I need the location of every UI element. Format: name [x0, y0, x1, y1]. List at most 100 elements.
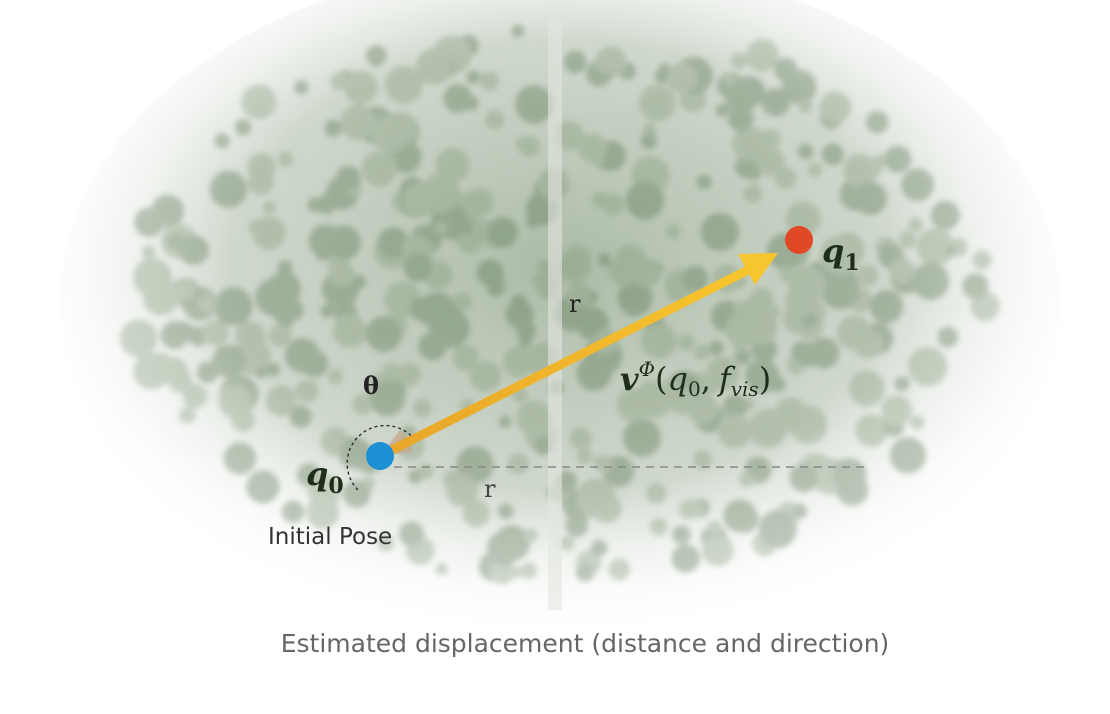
tree — [646, 483, 667, 504]
diagram: θ r r q0 q1 vΦ(q0,fvis) Initial Pose Est… — [0, 0, 1110, 714]
tree — [413, 398, 432, 417]
tree — [701, 213, 739, 251]
tree — [798, 99, 813, 114]
tree — [870, 290, 904, 324]
tree — [212, 344, 246, 378]
tree — [938, 327, 959, 348]
tree — [789, 406, 827, 444]
tree — [252, 216, 285, 249]
tree — [672, 544, 701, 573]
tree — [470, 361, 501, 392]
tree — [247, 153, 275, 181]
tree — [479, 71, 499, 91]
tree — [452, 323, 467, 338]
tree — [962, 273, 988, 299]
tree — [241, 84, 276, 119]
tree — [667, 63, 698, 94]
tree — [576, 479, 616, 519]
tree — [294, 80, 309, 95]
tree — [308, 197, 323, 212]
initial-point — [366, 442, 394, 470]
tree — [172, 321, 194, 343]
tree — [791, 341, 813, 363]
tree — [576, 563, 595, 582]
r-label: r — [484, 475, 496, 503]
tree — [224, 442, 256, 474]
tree — [731, 53, 747, 69]
tree — [466, 70, 480, 84]
tree — [899, 231, 917, 249]
tree — [569, 427, 591, 449]
tree — [882, 395, 913, 426]
tree — [564, 51, 587, 74]
tree — [403, 183, 437, 217]
tree — [282, 501, 304, 523]
initial-pose-label: Initial Pose — [268, 524, 392, 550]
tree — [324, 119, 341, 136]
tree — [387, 116, 416, 145]
tree — [524, 528, 538, 542]
tree — [511, 25, 524, 38]
tree — [672, 525, 691, 544]
tree — [716, 104, 729, 117]
tree — [198, 294, 217, 313]
tree — [607, 259, 627, 279]
tree — [328, 369, 343, 384]
tree — [759, 510, 797, 548]
tree — [340, 104, 375, 139]
tree — [446, 475, 478, 507]
tree — [944, 245, 956, 257]
tree — [640, 133, 657, 150]
tree — [235, 119, 252, 136]
tree — [908, 347, 948, 387]
r-label: r — [569, 290, 581, 318]
tree — [485, 110, 504, 129]
caption: Estimated displacement (distance and dir… — [281, 629, 890, 658]
tree — [718, 414, 752, 448]
tree — [515, 85, 554, 124]
tree — [255, 366, 267, 378]
tree — [577, 356, 612, 391]
tree — [594, 455, 611, 472]
tree — [516, 400, 552, 436]
tree — [343, 480, 371, 508]
tree — [235, 321, 266, 352]
tree — [144, 352, 174, 382]
tree — [231, 408, 255, 432]
tree — [339, 437, 371, 469]
tree — [142, 245, 157, 260]
tree — [361, 151, 397, 187]
tree — [477, 259, 504, 286]
tree — [884, 145, 911, 172]
tree — [854, 182, 887, 215]
tree — [931, 201, 960, 230]
tree — [214, 133, 229, 148]
tree — [693, 450, 711, 468]
tree — [503, 346, 534, 377]
tree — [152, 194, 185, 227]
tree — [626, 181, 664, 219]
tree — [418, 463, 434, 479]
tree — [520, 562, 537, 579]
tree — [510, 295, 527, 312]
tree — [708, 520, 721, 533]
tree — [632, 258, 661, 287]
tree — [366, 45, 387, 66]
tree — [398, 363, 422, 387]
tree — [309, 225, 342, 258]
tree — [739, 472, 754, 487]
tree — [577, 449, 593, 465]
tree — [278, 151, 293, 166]
tree — [285, 338, 320, 373]
tree — [435, 563, 447, 575]
tree — [912, 262, 950, 300]
tree — [246, 470, 279, 503]
tree — [760, 410, 787, 437]
tree — [910, 415, 924, 429]
tree — [723, 499, 756, 532]
tree — [782, 70, 817, 105]
tree — [789, 463, 817, 491]
tree — [901, 168, 934, 201]
tree — [443, 84, 472, 113]
tree — [416, 48, 452, 84]
